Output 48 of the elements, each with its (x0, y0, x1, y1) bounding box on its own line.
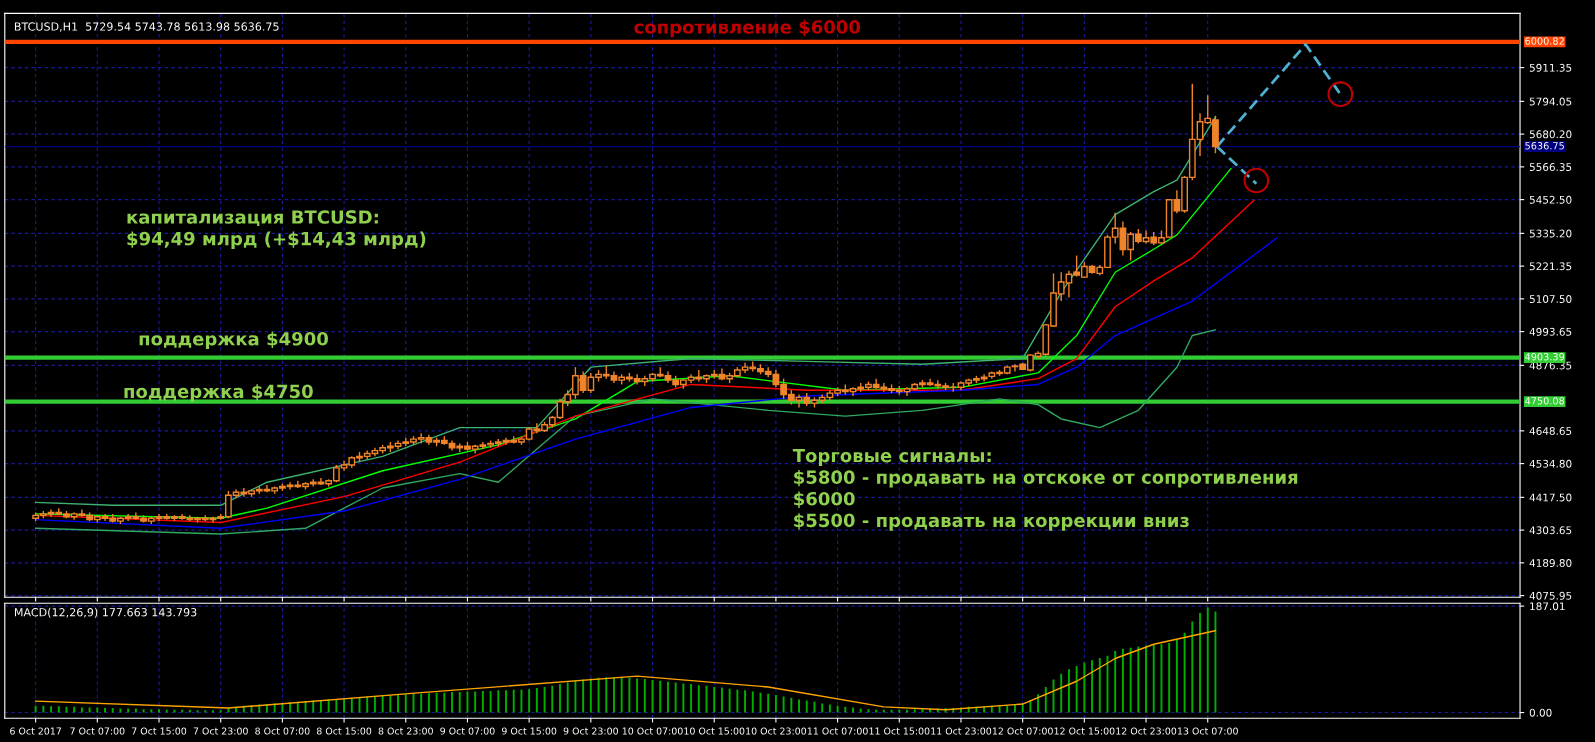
x-tick-label: 7 Oct 07:00 (70, 727, 125, 735)
y-tick-label: 4303.65 (1529, 526, 1572, 535)
y-tick-label: 5335.20 (1529, 229, 1572, 238)
x-tick-label: 8 Oct 23:00 (378, 727, 433, 735)
x-tick-label: 10 Oct 07:00 (622, 727, 683, 735)
y-tick-label: 5566.35 (1529, 163, 1572, 171)
x-tick-label: 11 Oct 07:00 (807, 727, 868, 735)
y-tick-label: 4189.80 (1529, 559, 1572, 567)
x-tick-label: 12 Oct 23:00 (1116, 727, 1177, 735)
ref-line-label: 4903.39 (1525, 353, 1565, 361)
x-tick-label: 10 Oct 15:00 (684, 727, 745, 735)
annotation: капитализация BTCUSD: $94,49 млрд (+$14,43 млрд) (127, 210, 426, 249)
chart-title: MACD(12,26,9) 177.663 143.793 (14, 607, 197, 618)
annotation: поддержка $4750 (124, 384, 313, 402)
x-tick-label: 13 Oct 07:00 (1177, 727, 1238, 735)
annotation: сопротивление $6000 (634, 19, 861, 38)
x-tick-label: 7 Oct 23:00 (193, 727, 248, 735)
y-tick-label: 0.00 (1529, 708, 1552, 717)
y-tick-label: 4417.50 (1529, 493, 1572, 502)
annotation: поддержка $4900 (139, 331, 328, 350)
x-tick-label: 6 Oct 2017 (10, 727, 62, 735)
x-tick-label: 10 Oct 23:00 (746, 727, 807, 735)
y-tick-label: 5107.50 (1529, 295, 1572, 303)
y-tick-label: 5452.50 (1529, 195, 1572, 204)
y-tick-label: 5221.35 (1529, 262, 1572, 271)
y-tick-label: 4075.95 (1529, 591, 1572, 600)
x-tick-label: 11 Oct 23:00 (931, 727, 992, 735)
y-tick-label: 5680.20 (1529, 130, 1572, 139)
y-tick-label: 5794.05 (1529, 97, 1572, 106)
text: BTCUSD,H1 5729.54 5743.78 5613.98 5636.75 (14, 22, 279, 32)
y-tick-label: 5911.35 (1529, 63, 1572, 72)
y-tick-label: 4993.65 (1529, 327, 1572, 336)
ref-line-label: 6000.82 (1525, 37, 1564, 45)
x-tick-label: 8 Oct 07:00 (255, 727, 310, 735)
y-tick-label: 4648.65 (1529, 427, 1572, 435)
annotation: Торговые сигналы: $5800 - продавать на отскоке от сопротивления $6000 $5500 - продавать на коррекции вниз (792, 448, 1298, 531)
y-tick-label: 187.01 (1530, 602, 1565, 611)
ref-line-label: 5636.75 (1525, 142, 1564, 150)
x-tick-label: 7 Oct 15:00 (132, 727, 187, 735)
x-tick-label: 9 Oct 07:00 (440, 727, 495, 735)
ref-line-label: 4750.08 (1525, 397, 1565, 405)
x-tick-label: 9 Oct 15:00 (501, 727, 557, 735)
x-tick-label: 12 Oct 07:00 (992, 727, 1053, 735)
x-tick-label: 9 Oct 23:00 (563, 727, 618, 735)
x-tick-label: 8 Oct 15:00 (316, 727, 372, 735)
y-tick-label: 4534.80 (1529, 459, 1572, 468)
x-tick-label: 12 Oct 15:00 (1054, 727, 1115, 735)
x-tick-label: 11 Oct 15:00 (869, 727, 930, 735)
